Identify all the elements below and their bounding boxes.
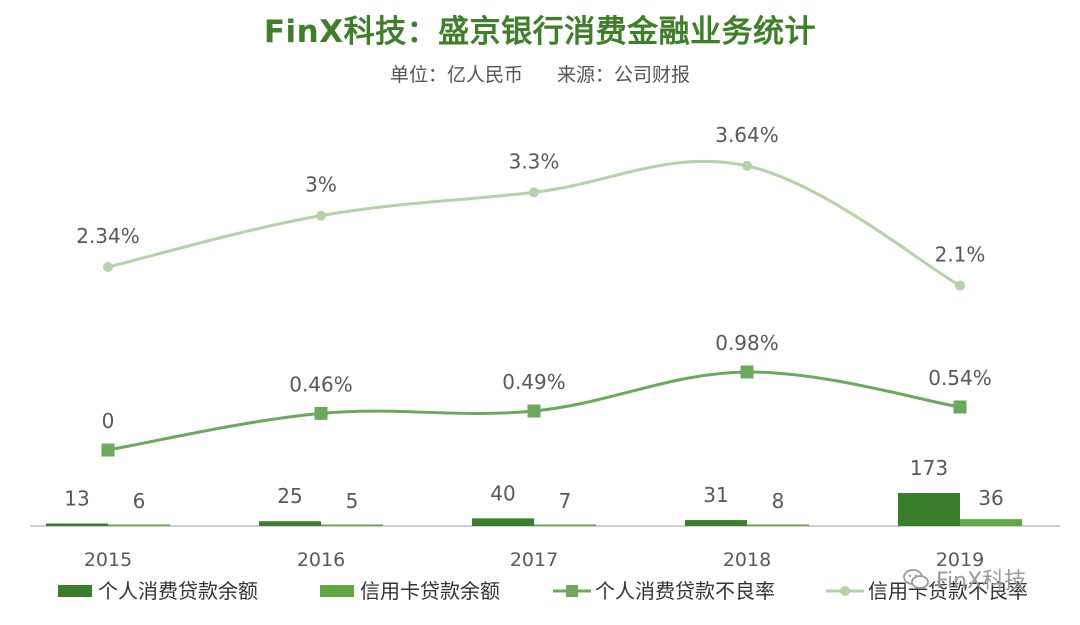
bar-credit-2017 — [534, 524, 596, 526]
point-credit-npl-2017 — [529, 187, 539, 198]
x-tick-label-2018: 2018 — [723, 549, 771, 571]
chart-title: FinX科技：盛京银行消费金融业务统计 — [263, 14, 817, 50]
bar-credit-2015 — [108, 524, 170, 526]
unit-label: 单位：亿人民币 — [389, 64, 523, 86]
wechat-icon — [903, 569, 929, 589]
label-credit-npl-2017: 3.3% — [509, 149, 560, 173]
label-credit-npl-2016: 3% — [305, 173, 337, 197]
bar-label-credit-2018: 8 — [772, 489, 785, 513]
x-tick-label-2015: 2015 — [84, 549, 132, 571]
label-personal-npl-2018: 0.98% — [715, 331, 779, 355]
bar-personal-2015 — [46, 523, 108, 526]
x-tick-label-2017: 2017 — [510, 549, 558, 571]
bar-label-credit-2017: 7 — [559, 489, 572, 513]
point-credit-npl-2016 — [316, 210, 326, 221]
bar-label-personal-2016: 25 — [277, 484, 302, 508]
label-personal-npl-2019: 0.54% — [928, 366, 992, 390]
bar-personal-2016 — [259, 521, 321, 526]
legend-marker-2 — [566, 585, 578, 597]
label-credit-npl-2019: 2.1% — [935, 243, 986, 267]
bar-personal-2019 — [898, 493, 960, 526]
point-personal-npl-2017 — [527, 404, 541, 418]
point-credit-npl-2019 — [955, 280, 965, 291]
point-credit-npl-2015 — [103, 262, 113, 272]
legend-marker-3 — [840, 586, 850, 596]
x-tick-label-2016: 2016 — [297, 549, 345, 571]
bar-personal-2017 — [472, 518, 534, 526]
label-personal-npl-2015: 0 — [102, 409, 115, 433]
bar-label-personal-2017: 40 — [490, 481, 515, 505]
legend-label-0: 个人消费贷款余额 — [98, 579, 258, 603]
watermark-text: FinX科技 — [936, 569, 1027, 594]
label-credit-npl-2018: 3.64% — [715, 123, 779, 147]
point-personal-npl-2015 — [101, 443, 115, 457]
point-credit-npl-2018 — [742, 160, 752, 171]
bar-credit-2016 — [321, 524, 383, 526]
bar-credit-2019 — [960, 519, 1022, 526]
legend-swatch-1 — [320, 585, 354, 597]
legend-label-2: 个人消费贷款不良率 — [595, 579, 775, 603]
label-personal-npl-2016: 0.46% — [289, 372, 353, 396]
bar-label-personal-2015: 13 — [64, 487, 89, 511]
bar-label-personal-2019: 173 — [910, 456, 948, 480]
label-credit-npl-2015: 2.34% — [76, 224, 140, 248]
legend-label-3: 信用卡贷款不良率 — [868, 579, 1028, 603]
bar-personal-2018 — [685, 520, 747, 526]
bar-label-credit-2019: 36 — [978, 486, 1003, 510]
bar-label-credit-2015: 6 — [133, 489, 146, 513]
point-personal-npl-2016 — [314, 406, 328, 420]
source-label: 来源：公司财报 — [557, 64, 691, 86]
bar-label-credit-2016: 5 — [346, 489, 359, 513]
watermark: FinX科技 — [902, 563, 1026, 595]
point-personal-npl-2019 — [953, 400, 967, 414]
point-personal-npl-2018 — [740, 365, 754, 379]
line-credit-npl — [107, 159, 961, 287]
legend-label-1: 信用卡贷款余额 — [360, 579, 500, 603]
x-tick-label-2019: 2019 — [936, 549, 984, 571]
legend-swatch-0 — [58, 585, 92, 597]
label-personal-npl-2017: 0.49% — [502, 370, 566, 394]
bar-label-personal-2018: 31 — [703, 483, 728, 507]
bar-credit-2018 — [747, 524, 809, 526]
chart-subtitle: 单位：亿人民币 来源：公司财报 — [0, 60, 1080, 87]
